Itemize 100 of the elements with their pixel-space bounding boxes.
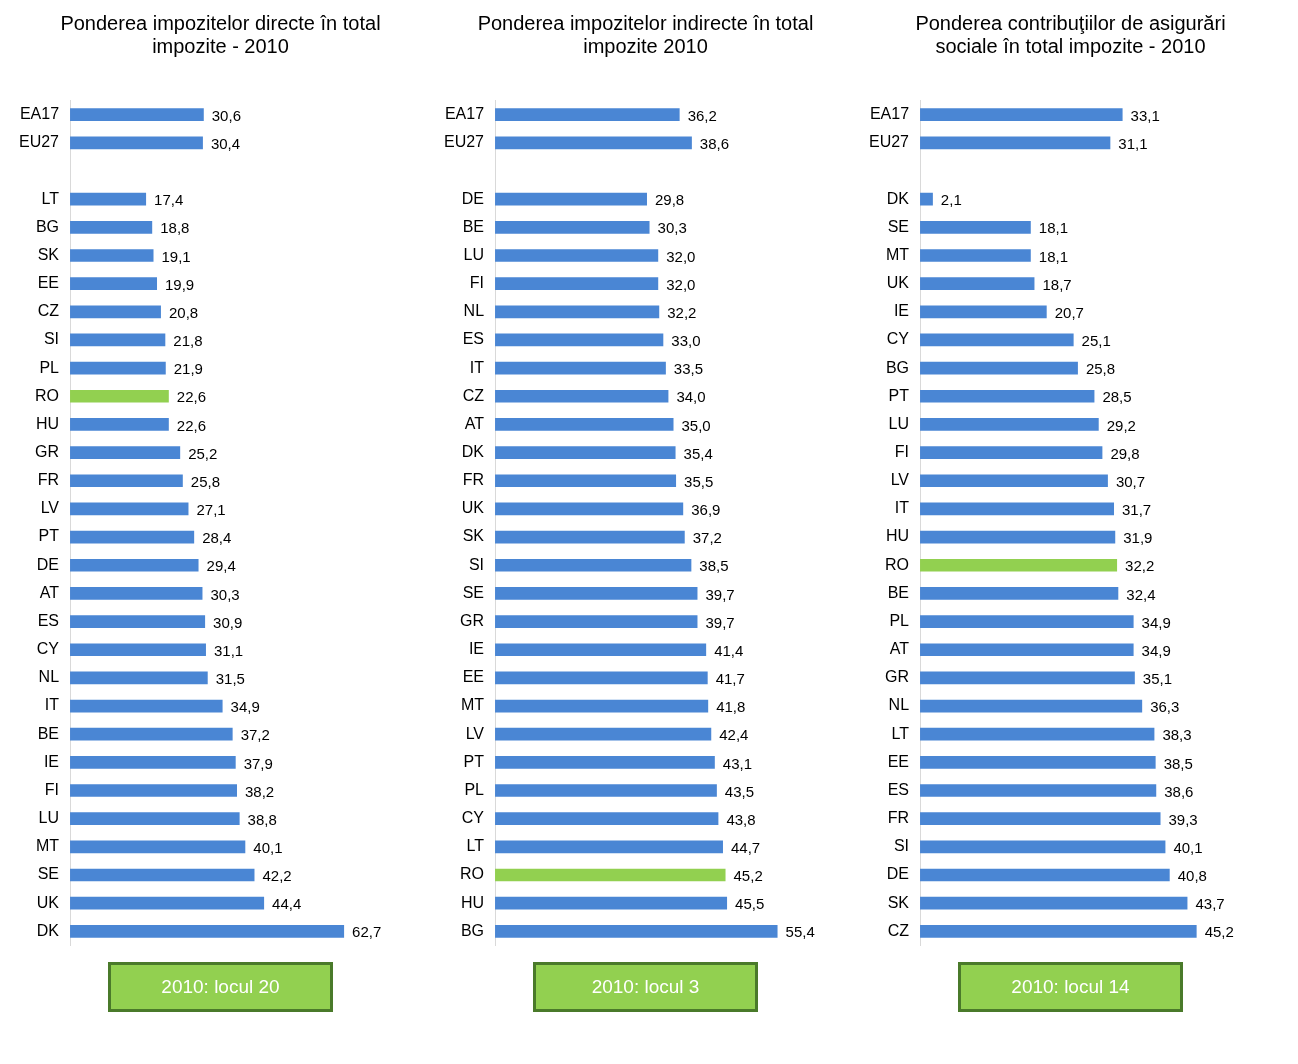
bar	[919, 136, 1110, 150]
bar	[494, 924, 778, 938]
data-label: 62,7	[351, 923, 381, 941]
data-label: 18,1	[1038, 247, 1068, 265]
bar	[69, 192, 146, 206]
text: 2010: locul 20	[108, 962, 333, 1012]
bar	[919, 446, 1102, 459]
bar	[494, 615, 697, 628]
y-tick-label: IT	[469, 358, 484, 376]
bar	[919, 727, 1154, 741]
bar	[69, 784, 237, 797]
chart-title: Ponderea impozitelor indirecte în total impozite 2010	[476, 11, 815, 59]
y-tick-label: EU27	[18, 133, 59, 151]
y-tick-label: GR	[884, 668, 909, 686]
data-label: 40,1	[1172, 838, 1203, 856]
data-label: 19,9	[164, 275, 194, 293]
y-tick-label: AT	[889, 640, 909, 658]
bar	[69, 643, 206, 657]
text: 2010: locul 3	[533, 962, 758, 1012]
data-label: 38,2	[244, 782, 274, 800]
y-tick-label: IE	[893, 302, 909, 320]
bar	[919, 558, 1117, 572]
y-tick-label: SE	[462, 583, 484, 601]
bar	[494, 643, 706, 657]
bar	[919, 784, 1156, 797]
y-tick-label: SE	[887, 217, 909, 235]
bar	[494, 756, 715, 769]
data-label: 42,2	[261, 867, 292, 885]
bar	[494, 530, 685, 544]
y-tick-label: PL	[463, 780, 484, 798]
y-tick-label: SI	[893, 837, 909, 855]
bar	[919, 361, 1078, 375]
y-tick-label: MT	[35, 837, 59, 855]
y-tick-label: HU	[885, 527, 909, 545]
y-tick-label: CZ	[887, 921, 909, 939]
y-tick-label: PL	[888, 611, 909, 629]
bar	[69, 446, 180, 459]
bar	[69, 727, 233, 741]
bar	[69, 361, 166, 375]
y-tick-label: SI	[43, 330, 59, 348]
y-tick-label: DE	[461, 189, 484, 207]
bar	[494, 108, 680, 122]
bar	[69, 277, 157, 290]
data-label: 32,0	[665, 247, 695, 265]
data-label: 32,4	[1125, 585, 1155, 603]
data-label: 31,1	[1117, 134, 1148, 152]
bar	[919, 756, 1156, 769]
y-tick-label: DE	[886, 865, 909, 883]
data-label: 37,2	[240, 726, 270, 744]
y-tick-label: FR	[887, 809, 909, 827]
y-tick-label: FI	[44, 780, 59, 798]
bar	[69, 558, 199, 572]
y-tick-label: CZ	[37, 302, 59, 320]
data-label: 36,3	[1149, 698, 1179, 716]
y-tick-label: LU	[888, 414, 909, 432]
y-tick-label: BE	[37, 724, 59, 742]
y-tick-label: ES	[887, 780, 909, 798]
y-tick-label: GR	[34, 443, 59, 461]
bar	[69, 587, 202, 600]
chart-title: Ponderea contribuţiilor de asigurări sociale în total impozite - 2010	[914, 11, 1227, 59]
bar	[919, 389, 1094, 403]
bar	[69, 896, 264, 910]
data-label: 35,5	[683, 472, 713, 490]
data-label: 40,1	[252, 838, 283, 856]
bar	[69, 474, 183, 488]
y-tick-label: FR	[37, 471, 59, 489]
bar	[69, 924, 344, 938]
data-label: 43,8	[725, 810, 756, 828]
y-tick-label: ES	[462, 330, 484, 348]
y-tick-label: EA17	[444, 105, 484, 123]
bar	[494, 896, 727, 910]
bar	[494, 868, 726, 882]
data-label: 30,3	[209, 585, 240, 603]
bar	[919, 812, 1161, 826]
data-label: 38,6	[1163, 782, 1193, 800]
data-label: 34,9	[1141, 613, 1171, 631]
data-label: 55,4	[785, 923, 815, 941]
y-tick-label: EA17	[869, 105, 909, 123]
data-label: 43,1	[722, 754, 752, 772]
data-label: 37,2	[692, 529, 722, 547]
data-label: 31,9	[1122, 529, 1152, 547]
bar	[919, 474, 1108, 488]
bar	[494, 389, 668, 403]
y-tick-label: EU27	[443, 133, 484, 151]
data-label: 25,1	[1081, 332, 1111, 350]
data-label: 30,9	[212, 613, 242, 631]
bar	[69, 389, 169, 403]
y-tick-label: BE	[887, 583, 909, 601]
data-label: 25,8	[1085, 360, 1115, 378]
y-tick-label: IE	[43, 752, 59, 770]
bar	[919, 840, 1165, 854]
data-label: 34,9	[1141, 641, 1171, 659]
data-label: 19,1	[161, 247, 191, 265]
data-label: 2,1	[940, 191, 962, 209]
y-tick-label: EA17	[19, 105, 59, 123]
y-tick-label: CY	[886, 330, 909, 348]
bar	[494, 136, 692, 150]
y-tick-label: CZ	[462, 386, 484, 404]
data-label: 29,2	[1106, 416, 1136, 434]
y-tick-label: SK	[887, 893, 909, 911]
